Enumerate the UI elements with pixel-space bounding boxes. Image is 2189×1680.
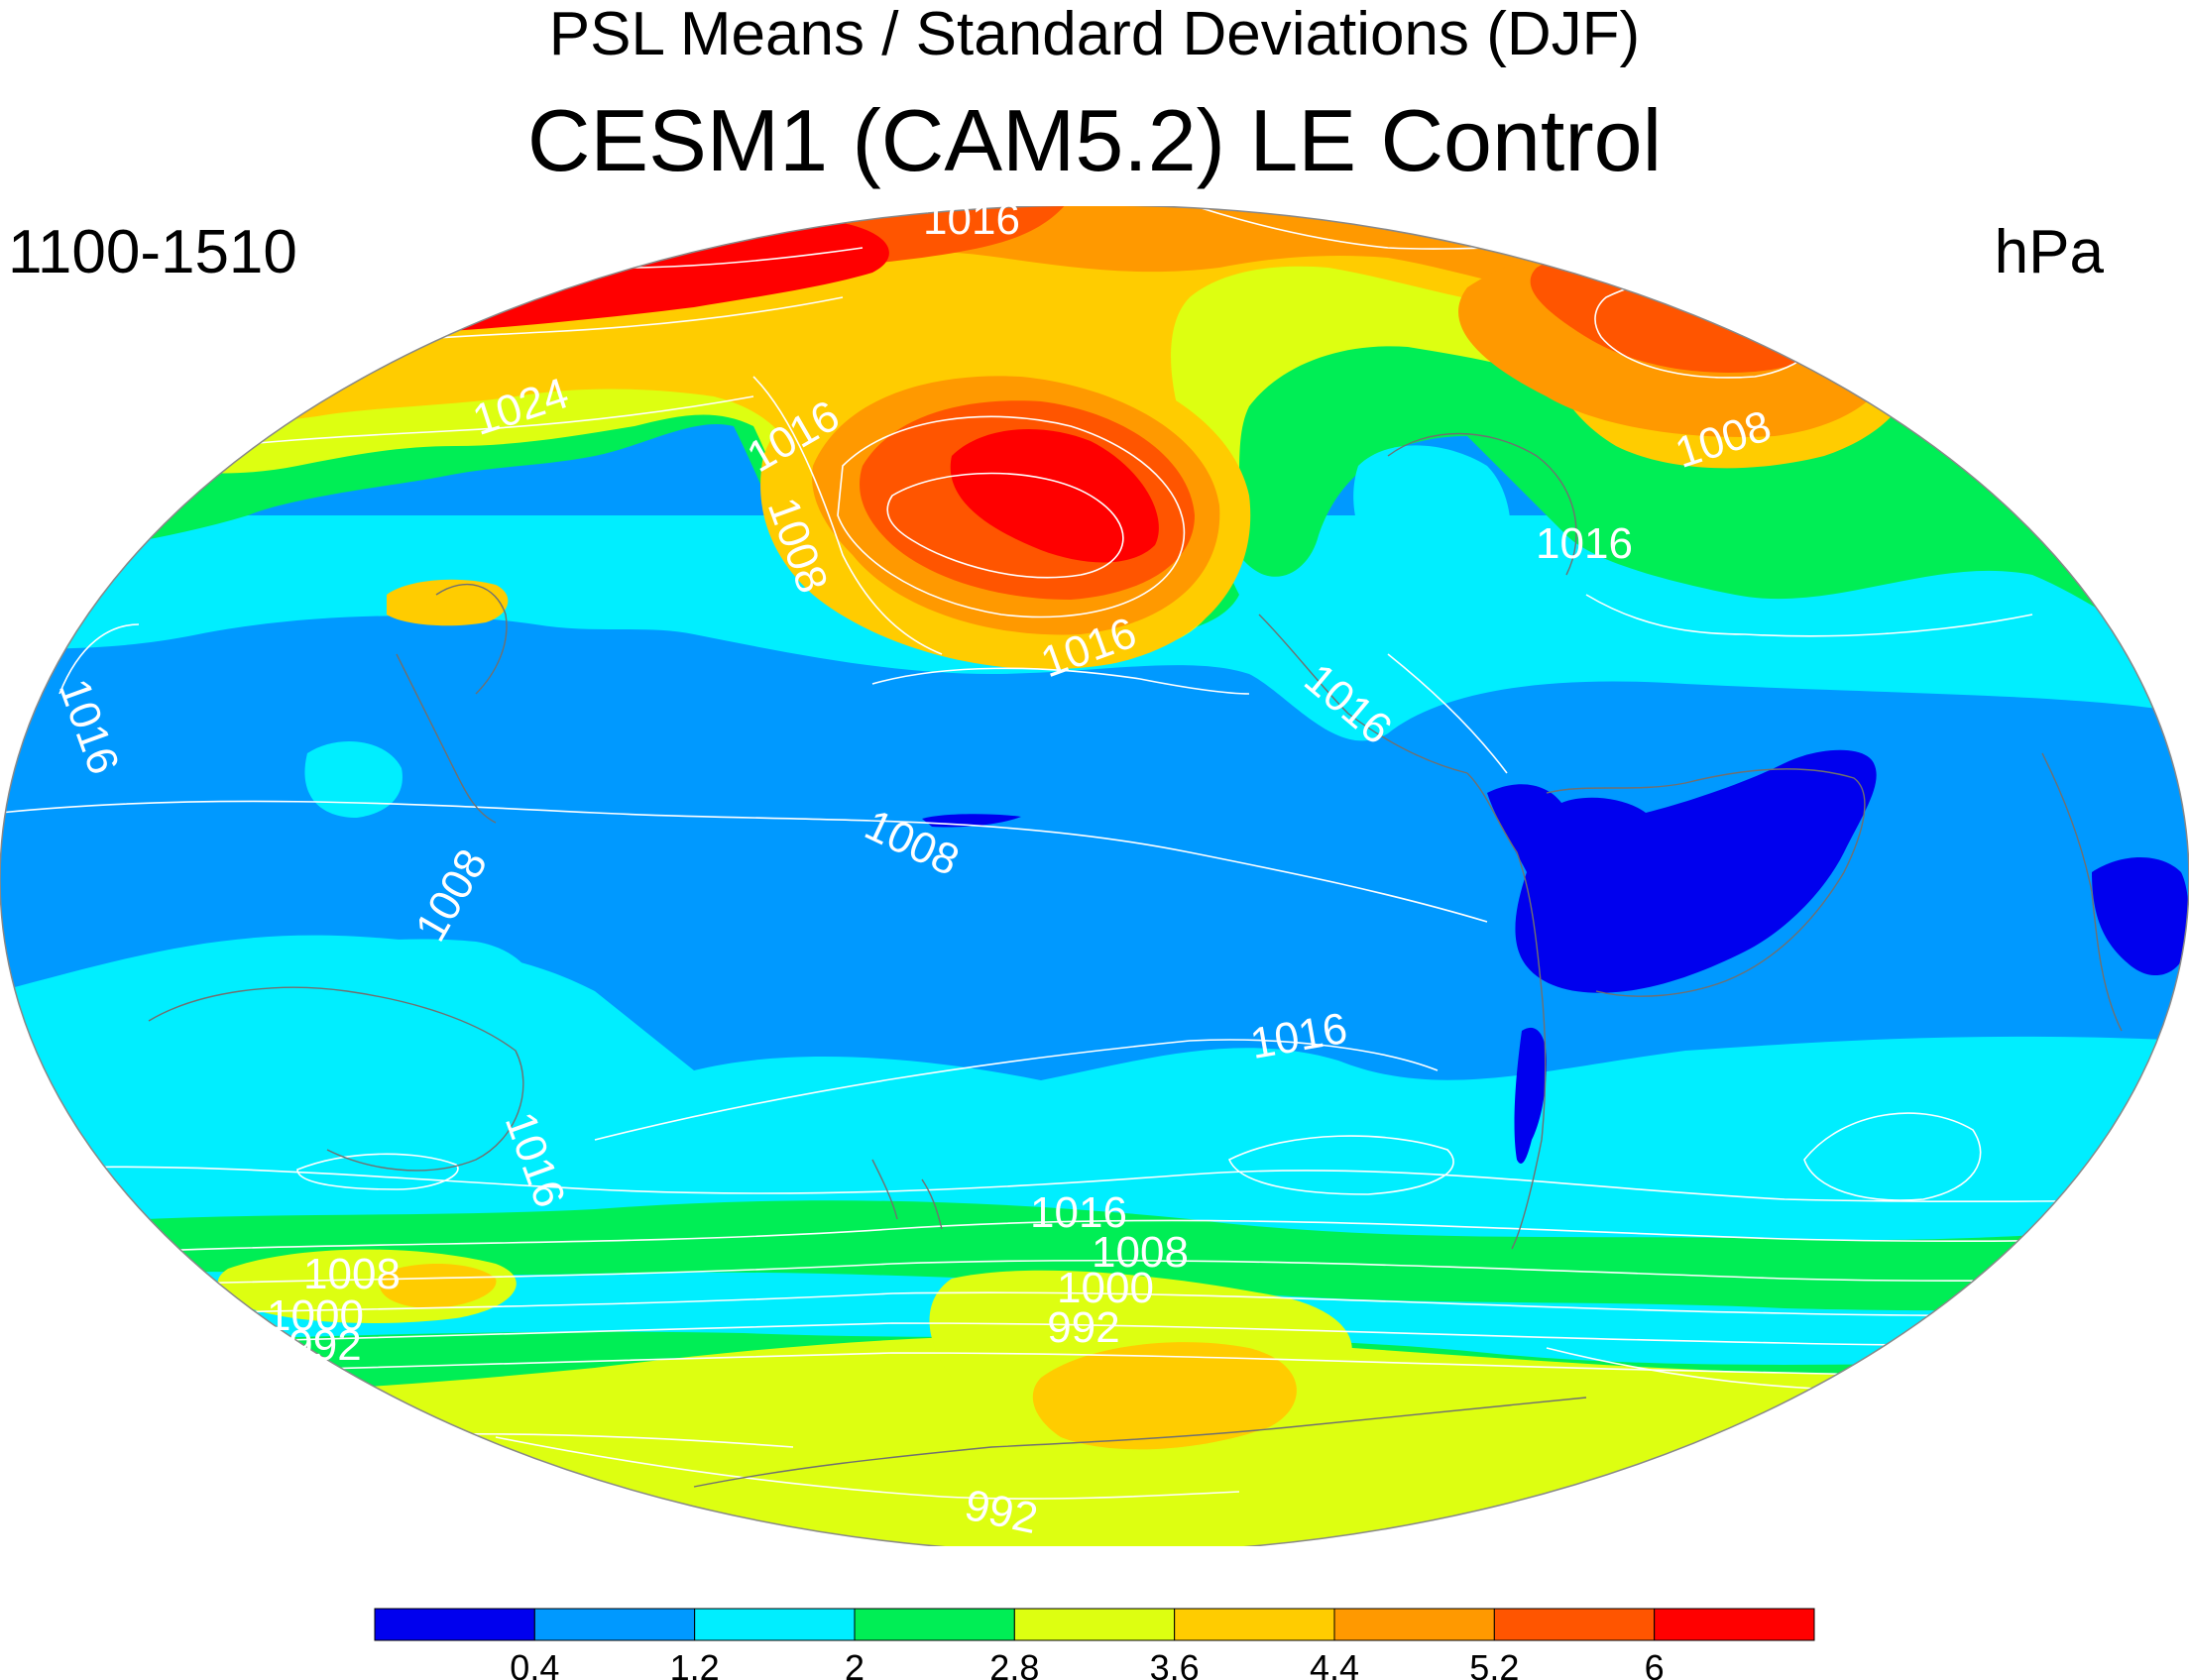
colorbar-swatch [1013, 1608, 1176, 1641]
fill-amazon-darkblue [1487, 749, 1877, 993]
colorbar-swatch [1493, 1608, 1656, 1641]
contour-label: 1008 [303, 1250, 401, 1298]
contour-label: 1016 [923, 195, 1020, 244]
colorbar-tick-label: 4.4 [1310, 1647, 1359, 1680]
colorbar-swatch [533, 1608, 696, 1641]
contour-label: 992 [288, 1321, 361, 1370]
figure-title: PSL Means / Standard Deviations (DJF) [548, 0, 1641, 68]
fill-natl-red [1640, 229, 1807, 313]
colorbar-tick-label: 6 [1645, 1647, 1665, 1680]
colorbar-tick-label: 5.2 [1469, 1647, 1519, 1680]
contour-label: 1016 [1536, 519, 1633, 568]
figure-subtitle: CESM1 (CAM5.2) LE Control [526, 91, 1663, 189]
colorbar-tick-label: 3.6 [1150, 1647, 1200, 1680]
contour-label: 1008 [1092, 1228, 1189, 1277]
fill-south-pacific-orange [1032, 1342, 1297, 1450]
colorbar-tick-label: 0.4 [510, 1647, 559, 1680]
colorbar-swatch [1654, 1608, 1815, 1641]
fill-indian-cyan-blob [304, 741, 403, 818]
colorbar-swatch [1174, 1608, 1335, 1641]
colorbar-swatch [694, 1608, 856, 1641]
fill-africa-darkblue [2092, 857, 2189, 976]
contour-label: 1000 [267, 1291, 364, 1340]
fill-southern-cyan [0, 935, 2189, 1288]
fill-asia-orange [387, 579, 509, 626]
colorbar: 0.4 1.2 2 2.8 3.6 4.4 5.2 6 [374, 1608, 1815, 1680]
coastlines [148, 432, 2123, 1488]
contour-label: 1016 [1030, 1188, 1127, 1237]
fill-andes-darkblue [1514, 1027, 1547, 1164]
fill-australia-cyan [134, 939, 543, 1102]
colorbar-swatch [1333, 1608, 1495, 1641]
colorbar-tick-label: 1.2 [670, 1647, 720, 1680]
units-label: hPa [1994, 218, 2104, 286]
period-label: 1100-1510 [8, 218, 297, 286]
map-panel [0, 206, 2189, 1546]
fill-npac-red [950, 429, 1159, 563]
contour-label: 1000 [1057, 1264, 1154, 1312]
fill-south-indian-orange [379, 1263, 497, 1308]
colorbar-swatch [854, 1608, 1015, 1641]
colorbar-tick-label: 2.8 [989, 1647, 1039, 1680]
fill-na-cyan [1353, 445, 1511, 604]
contour-label: 992 [1047, 1303, 1119, 1352]
colorbar-tick-label: 2 [845, 1647, 864, 1680]
colorbar-swatch [374, 1608, 535, 1641]
globe-projection [0, 206, 2189, 1546]
